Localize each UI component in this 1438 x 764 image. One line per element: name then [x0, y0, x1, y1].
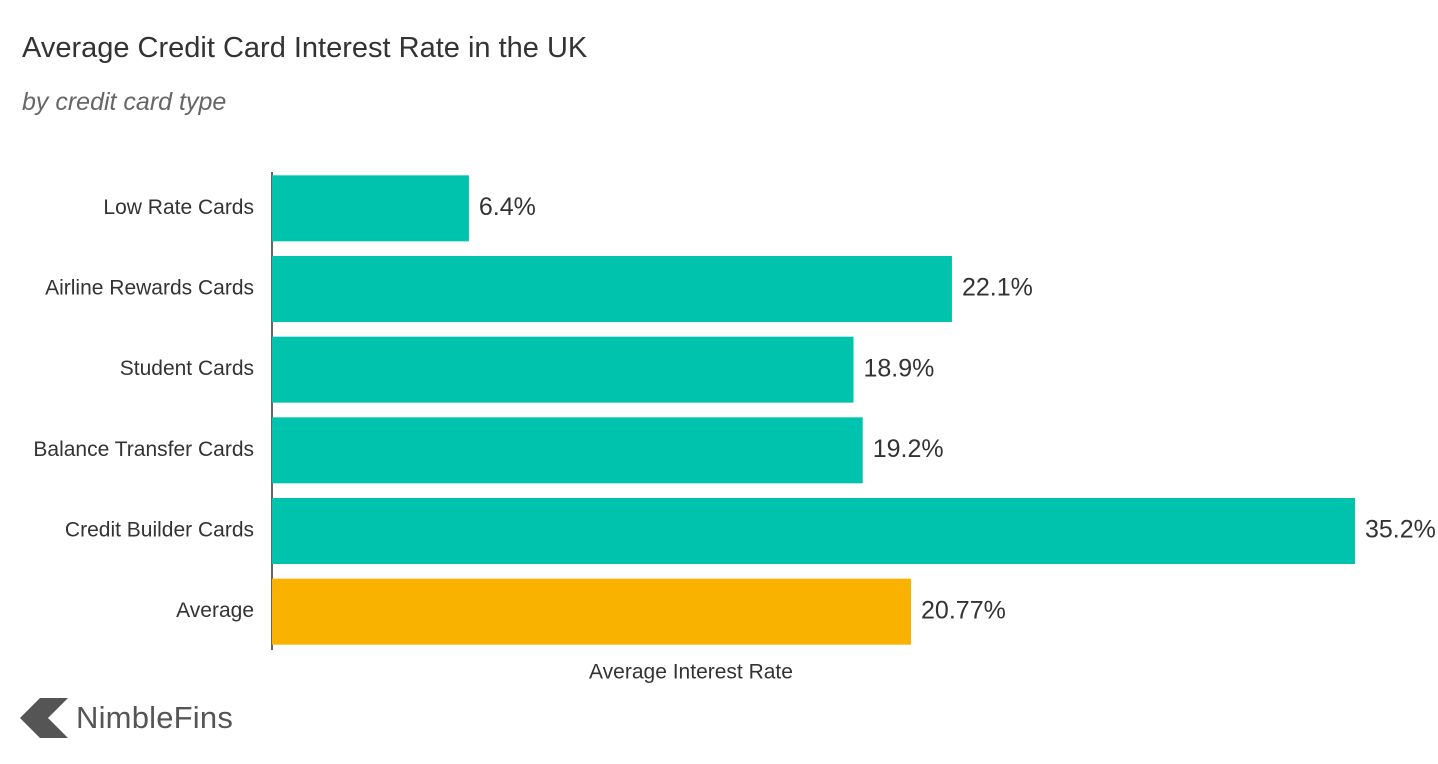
- category-tick-label: Low Rate Cards: [103, 196, 254, 219]
- chart-subtitle: by credit card type: [22, 88, 227, 116]
- category-tick-label: Balance Transfer Cards: [33, 438, 254, 461]
- data-label: 35.2%: [1365, 516, 1436, 544]
- bar: [272, 578, 912, 645]
- nimblefins-chevron-icon: [20, 698, 68, 738]
- bar: [272, 417, 863, 484]
- bar: [272, 498, 1355, 564]
- data-label: 18.9%: [863, 354, 934, 382]
- category-tick-label: Student Cards: [120, 357, 254, 380]
- chart-title: Average Credit Card Interest Rate in the…: [22, 32, 588, 64]
- data-label: 20.77%: [921, 596, 1006, 624]
- x-axis-label: Average Interest Rate: [589, 661, 793, 684]
- data-label: 6.4%: [479, 193, 536, 221]
- bar: [272, 175, 469, 242]
- category-tick-label: Airline Rewards Cards: [45, 277, 254, 300]
- brand-logo: NimbleFins: [20, 696, 233, 740]
- bar: [272, 336, 854, 403]
- category-tick-label: Credit Builder Cards: [65, 519, 254, 542]
- brand-name: NimbleFins: [76, 700, 234, 735]
- bar: [272, 256, 952, 322]
- data-label: 19.2%: [873, 435, 944, 463]
- data-label: 22.1%: [962, 274, 1033, 302]
- category-tick-label: Average: [176, 599, 254, 622]
